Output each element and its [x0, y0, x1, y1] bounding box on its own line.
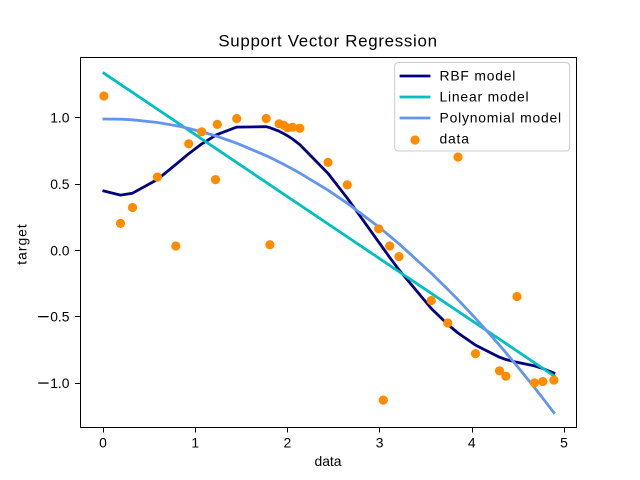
svg-text:5: 5 [560, 435, 568, 451]
svg-text:0.5: 0.5 [50, 176, 70, 192]
svg-text:target: target [14, 223, 30, 265]
svg-text:0.5: 0.5 [50, 309, 70, 325]
svg-text:Linear model: Linear model [440, 89, 530, 105]
svg-text:4: 4 [468, 435, 476, 451]
svg-text:3: 3 [376, 435, 384, 451]
svg-text:0.0: 0.0 [50, 242, 70, 258]
svg-text:data: data [314, 453, 341, 469]
svg-text:2: 2 [284, 435, 292, 451]
svg-text:RBF model: RBF model [440, 68, 517, 84]
svg-text:1: 1 [191, 435, 199, 451]
svg-text:data: data [440, 131, 470, 147]
svg-text:0: 0 [99, 435, 107, 451]
svg-text:1.0: 1.0 [50, 110, 70, 126]
svg-text:Support Vector Regression: Support Vector Regression [218, 32, 437, 51]
svg-text:1.0: 1.0 [50, 375, 70, 391]
svg-text:Polynomial model: Polynomial model [440, 110, 562, 126]
